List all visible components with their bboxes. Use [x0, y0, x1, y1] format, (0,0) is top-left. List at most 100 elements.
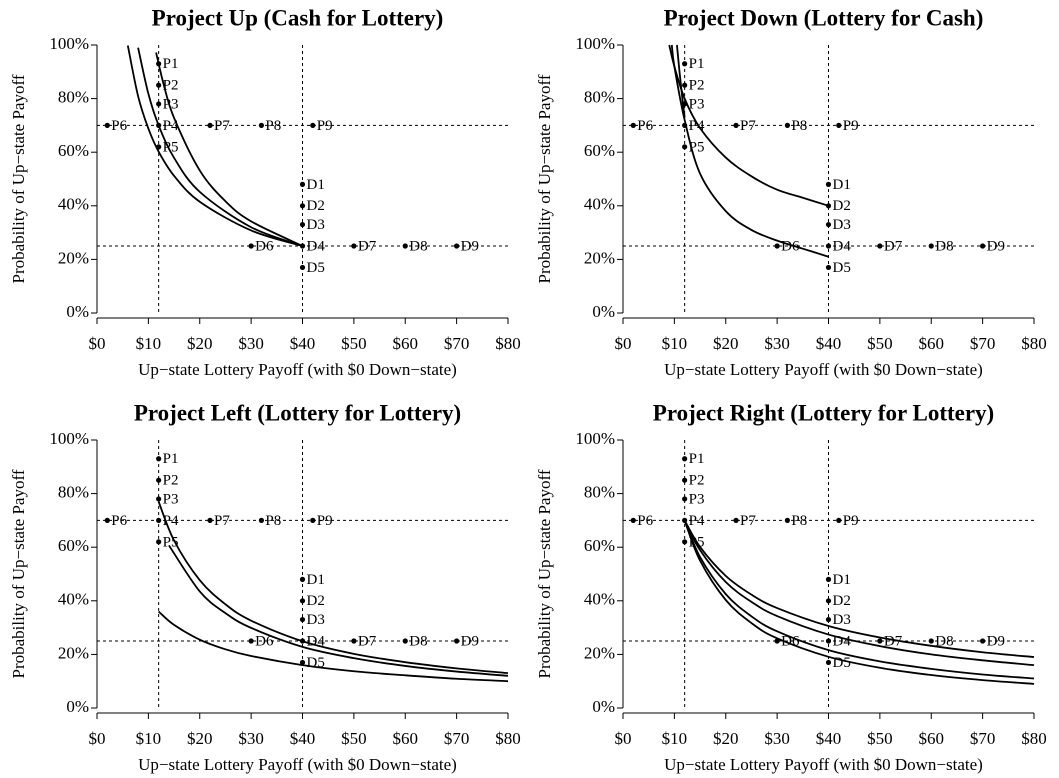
x-axis-label: Up−state Lottery Payoff (with $0 Down−st…	[664, 755, 983, 774]
y-tick-label: 20%	[58, 248, 89, 267]
y-tick-label: 20%	[584, 643, 615, 662]
point-label: P6	[111, 513, 127, 529]
point-label: D2	[833, 198, 851, 214]
point	[299, 221, 306, 228]
point	[980, 638, 986, 644]
point-label: P4	[689, 118, 705, 134]
point	[454, 243, 460, 249]
x-tick-label: $70	[970, 334, 996, 353]
y-axis-label: Probability of Up−state Payoff	[9, 74, 28, 283]
x-tick-label: $0	[615, 334, 632, 353]
y-tick-label: 80%	[58, 88, 89, 107]
point	[733, 122, 739, 128]
point-label: D5	[833, 655, 851, 671]
point-label: D9	[461, 633, 479, 649]
point-label: P5	[689, 534, 705, 550]
panel-title: Project Up (Cash for Lottery)	[152, 5, 444, 30]
point	[784, 517, 791, 524]
point	[156, 61, 162, 67]
point	[299, 576, 306, 582]
point-label: P6	[637, 118, 653, 134]
x-tick-label: $80	[495, 729, 521, 748]
point	[299, 638, 306, 644]
point-label: D8	[409, 633, 427, 649]
point	[836, 517, 842, 524]
point	[877, 638, 883, 644]
point	[825, 638, 832, 644]
point-label: D2	[307, 198, 325, 214]
point-label: P4	[163, 513, 179, 529]
point	[630, 517, 636, 524]
x-tick-label: $80	[1021, 334, 1047, 353]
point-label: P9	[317, 513, 333, 529]
point-label: D6	[255, 238, 274, 254]
point-label: D8	[935, 238, 953, 254]
indifference-curve	[676, 44, 686, 118]
point-label: P1	[163, 56, 179, 72]
point	[825, 181, 832, 187]
point	[156, 144, 162, 150]
x-tick-label: $10	[136, 334, 162, 353]
point-label: P7	[214, 513, 230, 529]
point-label: D3	[833, 612, 851, 628]
x-tick-label: $70	[444, 729, 470, 748]
point	[310, 517, 316, 524]
y-tick-label: 40%	[584, 195, 615, 214]
point-label: D7	[358, 633, 377, 649]
point	[784, 122, 791, 128]
point	[156, 82, 162, 88]
indifference-curve	[668, 44, 829, 207]
point-label: P3	[689, 96, 705, 112]
indifference-curve	[683, 520, 1035, 680]
point-label: D5	[307, 655, 325, 671]
point-label: D3	[307, 612, 325, 628]
x-axis-label: Up−state Lottery Payoff (with $0 Down−st…	[138, 360, 457, 379]
y-tick-label: 100%	[575, 429, 615, 448]
point	[682, 456, 688, 462]
point-label: P6	[637, 513, 653, 529]
x-tick-label: $0	[89, 729, 106, 748]
point	[825, 264, 832, 271]
panel: Project Right (Lottery for Lottery) Up−st…	[535, 400, 1047, 774]
x-tick-label: $20	[187, 334, 213, 353]
point-label: P1	[689, 56, 705, 72]
point	[682, 101, 688, 107]
y-axis-label: Probability of Up−state Payoff	[535, 469, 554, 678]
point-label: P4	[163, 118, 179, 134]
point	[682, 144, 688, 150]
x-tick-label: $60	[393, 334, 419, 353]
point	[980, 243, 986, 249]
x-tick-label: $30	[764, 334, 790, 353]
y-tick-label: 100%	[575, 34, 615, 53]
point-label: D1	[307, 177, 325, 193]
x-axis-label: Up−state Lottery Payoff (with $0 Down−st…	[664, 360, 983, 379]
point	[682, 82, 688, 88]
y-tick-label: 80%	[58, 483, 89, 502]
panel-title: Project Right (Lottery for Lottery)	[653, 400, 994, 425]
point	[207, 122, 213, 128]
point	[682, 477, 688, 483]
x-tick-label: $80	[1021, 729, 1047, 748]
point-label: P5	[163, 534, 179, 550]
point-label: P8	[791, 118, 807, 134]
point	[156, 517, 162, 524]
point	[682, 496, 688, 502]
point	[299, 181, 306, 187]
point	[825, 598, 832, 604]
point-label: P2	[689, 78, 705, 94]
point	[299, 659, 306, 666]
point-label: P7	[214, 118, 230, 134]
point	[825, 616, 832, 623]
point-label: D5	[833, 260, 851, 276]
x-tick-label: $20	[713, 729, 739, 748]
point	[402, 638, 408, 644]
point-label: D8	[935, 633, 953, 649]
y-tick-label: 40%	[58, 590, 89, 609]
point	[207, 517, 213, 524]
point	[156, 101, 162, 107]
point-label: P7	[740, 513, 756, 529]
y-tick-label: 80%	[584, 483, 615, 502]
point	[299, 203, 306, 209]
point	[299, 598, 306, 604]
point	[310, 122, 316, 128]
